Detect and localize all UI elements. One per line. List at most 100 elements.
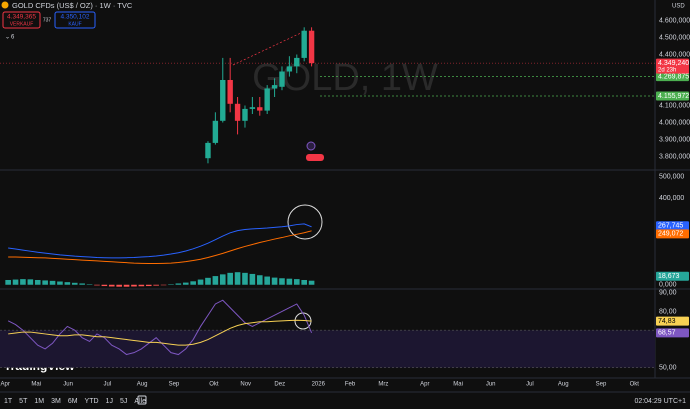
- x-tick-label: Feb: [345, 382, 356, 388]
- value-label: 249,072: [658, 231, 683, 238]
- chart-title: GOLD CFDs (US$ / OZ) · 1W · TVC: [12, 1, 133, 10]
- histogram-bar: [64, 282, 71, 285]
- value-label: 267,745: [658, 223, 683, 230]
- highlight-circle: [287, 204, 323, 240]
- rsi-band: [0, 330, 655, 368]
- range-button[interactable]: 6M: [68, 398, 78, 405]
- y-tick-label: 50,00: [659, 364, 677, 371]
- histogram-bar: [286, 278, 293, 285]
- x-tick-label: Sep: [169, 382, 180, 388]
- x-tick-label: Mai: [453, 382, 463, 388]
- histogram-bar: [131, 284, 137, 287]
- candle-body: [205, 142, 211, 159]
- histogram-bar: [271, 277, 278, 285]
- candle-body: [264, 88, 270, 111]
- indicator-toggle[interactable]: ⌄: [5, 35, 10, 41]
- range-button[interactable]: YTD: [85, 398, 99, 405]
- histogram-bar: [264, 276, 270, 285]
- histogram-bar: [145, 284, 152, 287]
- y-tick-label: 4.600,000: [659, 17, 690, 24]
- histogram-bar: [242, 272, 248, 285]
- range-button[interactable]: 5J: [120, 398, 127, 405]
- x-tick-label: Nov: [240, 382, 251, 388]
- event-icon[interactable]: [306, 141, 316, 151]
- buy-label: KAUF: [68, 21, 81, 27]
- clock: 02:04:29 UTC+1: [634, 398, 686, 405]
- x-tick-label: 2026: [312, 382, 326, 388]
- y-tick-label: 0,000: [659, 282, 677, 289]
- value-tag: [656, 221, 689, 231]
- y-tick-label: 400,000: [659, 195, 684, 202]
- x-tick-label: Okt: [209, 382, 219, 388]
- last-price-tag: [656, 58, 689, 74]
- candle-body: [301, 30, 307, 58]
- y-tick-label: 500,000: [659, 173, 684, 180]
- range-button[interactable]: 5T: [19, 398, 28, 405]
- histogram-bar: [168, 284, 174, 285]
- buy-box[interactable]: [54, 11, 96, 29]
- indicator-count[interactable]: 6: [11, 35, 15, 41]
- spread: 737: [43, 17, 52, 23]
- level-tag: [656, 72, 689, 82]
- candle-body: [294, 57, 300, 67]
- event-icon[interactable]: [306, 154, 324, 161]
- candle-body: [212, 120, 219, 143]
- range-button[interactable]: Alle: [134, 398, 146, 405]
- histogram-bar: [160, 284, 167, 286]
- x-tick-label: Jun: [63, 382, 73, 388]
- calendar-icon[interactable]: [137, 395, 147, 405]
- toolbar: 1T 5T 1M 3M 6M YTD 1J 5J Alle: [4, 398, 146, 405]
- x-tick-label: Jul: [526, 382, 534, 388]
- x-tick-label: Mrz: [378, 382, 388, 388]
- histogram-bar: [212, 276, 219, 285]
- indicator-line: [8, 230, 312, 265]
- y-tick-label: 4.500,000: [659, 34, 690, 41]
- y-tick-label: 3.800,000: [659, 153, 690, 160]
- candle-body: [234, 103, 241, 121]
- histogram-bar: [175, 283, 182, 285]
- x-tick-label: Okt: [630, 382, 640, 388]
- currency[interactable]: USD: [672, 4, 685, 10]
- histogram-bar: [42, 280, 48, 285]
- value-tag: [656, 316, 689, 326]
- trend-line: [232, 30, 306, 66]
- histogram-bar: [234, 272, 241, 285]
- histogram-bar: [123, 284, 130, 287]
- candle-body: [220, 80, 226, 121]
- histogram-bar: [153, 284, 159, 286]
- value-tag: [656, 271, 689, 281]
- histogram-bar: [197, 279, 204, 285]
- x-tick-label: Jun: [486, 382, 496, 388]
- histogram-bar: [308, 280, 315, 285]
- level-label: 4.269,875: [658, 73, 689, 80]
- histogram-bar: [20, 279, 26, 285]
- histogram-bar: [190, 281, 196, 285]
- histogram-bar: [57, 281, 63, 285]
- symbol-icon: [1, 1, 9, 9]
- histogram-bar: [249, 273, 256, 285]
- value-label: 18,673: [658, 273, 680, 280]
- y-tick-label: 4.100,000: [659, 102, 690, 109]
- sell-price: 4.349,365: [7, 14, 36, 21]
- value-tag: [656, 328, 689, 338]
- x-tick-label: Mai: [31, 382, 41, 388]
- histogram-bar: [34, 279, 41, 285]
- range-button[interactable]: 3M: [51, 398, 61, 405]
- y-tick-label: 90,00: [659, 290, 677, 297]
- histogram-bar: [49, 280, 56, 285]
- candle-body: [271, 85, 278, 89]
- range-button[interactable]: 1J: [106, 398, 113, 405]
- x-tick-label: Aug: [558, 382, 569, 388]
- range-button[interactable]: 1T: [4, 398, 13, 405]
- candle-body: [227, 80, 233, 104]
- level-label: 4.155,972: [658, 93, 689, 100]
- range-button[interactable]: 1M: [34, 398, 44, 405]
- sell-box[interactable]: [2, 11, 41, 29]
- histogram-bar: [108, 284, 115, 287]
- x-tick-label: Aug: [137, 382, 148, 388]
- last-price-label: 4.349,240: [658, 60, 689, 67]
- indicator-line: [8, 319, 312, 346]
- histogram-bar: [116, 284, 122, 287]
- sell-label: VERKAUF: [10, 21, 34, 27]
